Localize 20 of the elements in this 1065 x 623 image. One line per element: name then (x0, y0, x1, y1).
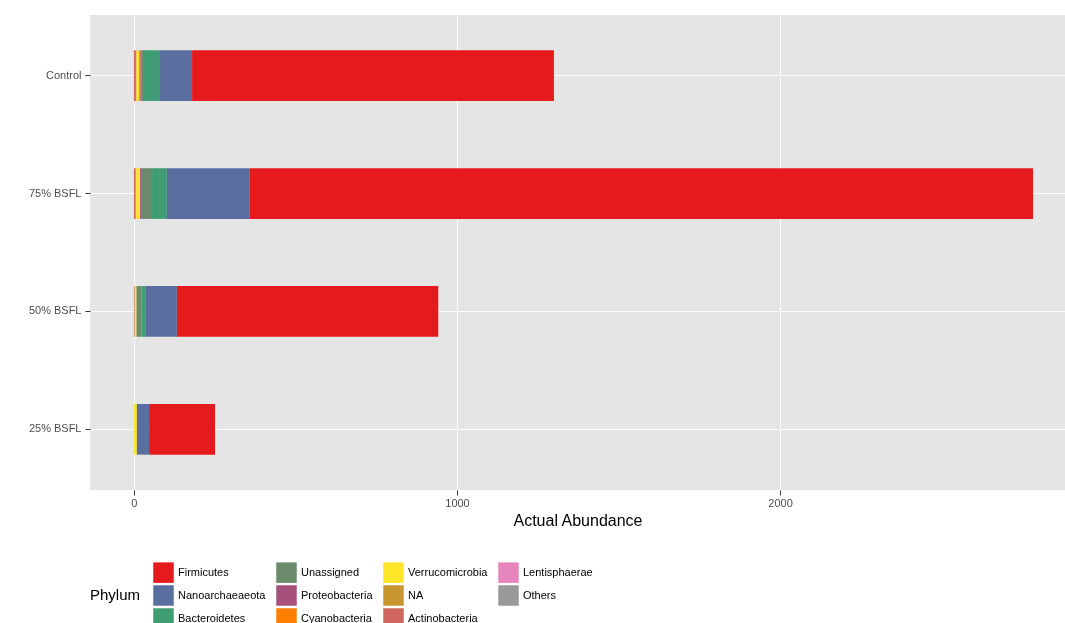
legend-label: Cyanobacteria (301, 611, 373, 623)
y-tick-label: 25% BSFL (28, 422, 82, 435)
legend-label: Unassigned (301, 565, 360, 578)
x-tick-label: 0 (131, 496, 138, 509)
legend-title: Phylum (90, 586, 141, 603)
legend-label: Actinobacteria (408, 611, 479, 623)
legend-label: NA (408, 588, 424, 601)
x-tick-label: 2000 (768, 496, 793, 509)
legend-label: Bacteroidetes (178, 611, 246, 623)
legend-label: Firmicutes (178, 565, 230, 578)
x-axis-title: Actual Abundance (513, 511, 643, 529)
x-tick-label: 1000 (445, 496, 470, 509)
legend-label: Verrucomicrobia (408, 565, 489, 578)
legend-label: Others (523, 588, 557, 601)
legend-label: Nanoarchaeaeota (178, 588, 267, 601)
y-tick-label: Control (46, 68, 82, 81)
legend-label: Lentisphaerae (523, 565, 593, 578)
y-tick-label: 75% BSFL (28, 186, 82, 199)
y-tick-label: 50% BSFL (28, 304, 82, 317)
legend-label: Proteobacteria (301, 588, 374, 601)
